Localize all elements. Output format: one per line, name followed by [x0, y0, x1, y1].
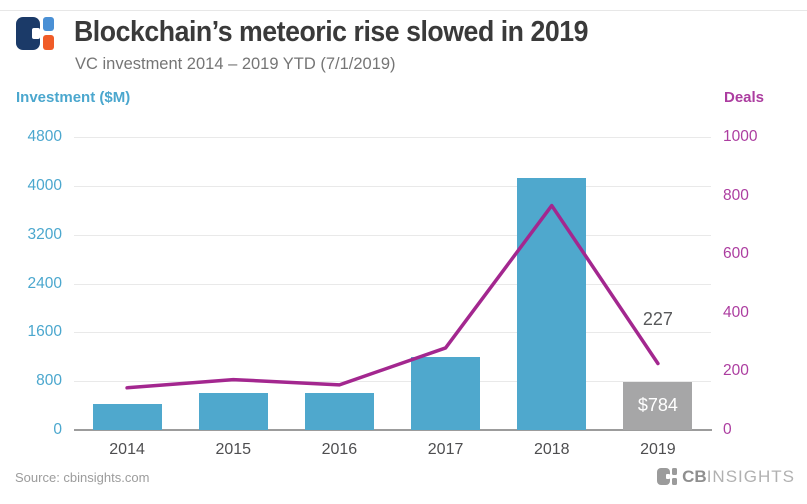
source-credit: Source: cbinsights.com — [15, 470, 150, 485]
right-axis-title: Deals — [724, 89, 765, 106]
wordmark-insights: INSIGHTS — [706, 466, 795, 486]
right-axis-tick-1000: 1000 — [723, 128, 758, 145]
logo-square-bottom-gray — [671, 477, 678, 485]
left-axis-tick-0: 0 — [53, 421, 62, 438]
right-axis-tick-200: 200 — [723, 362, 749, 380]
logo-c-notch-gray — [666, 474, 671, 479]
x-axis-line — [74, 428, 712, 431]
top-divider — [0, 10, 807, 11]
gridline-2400 — [74, 283, 711, 285]
logo-c-notch — [32, 28, 40, 39]
bar-2014 — [92, 404, 162, 430]
bar-2018 — [517, 177, 587, 430]
bar-2016 — [304, 393, 374, 430]
x-axis-label-2017: 2017 — [427, 441, 464, 458]
gridline-4000 — [74, 185, 711, 187]
bar-2017 — [411, 356, 481, 430]
x-axis-label-2015: 2015 — [215, 441, 252, 458]
left-axis-tick-2400: 2400 — [27, 274, 62, 292]
cbinsights-wordmark: CB INSIGHTS — [657, 467, 795, 486]
x-axis-label-2019: 2019 — [640, 441, 676, 458]
gridline-800 — [74, 381, 711, 383]
gridline-4800 — [74, 137, 711, 138]
right-axis-tick-800: 800 — [723, 186, 749, 204]
left-axis-tick-1600: 1600 — [27, 323, 62, 341]
logo-c-shape-gray — [657, 468, 671, 485]
cbinsights-logo-icon — [16, 17, 54, 50]
wordmark-cb: CB — [682, 466, 707, 486]
x-axis-label-2016: 2016 — [321, 441, 358, 458]
logo-square-top-gray — [671, 468, 678, 475]
left-axis-tick-4000: 4000 — [27, 176, 62, 194]
annotation-227: 227 — [642, 309, 673, 330]
bar-2019 — [623, 382, 693, 430]
x-axis-label-2014: 2014 — [109, 441, 145, 458]
left-axis-tick-800: 800 — [36, 372, 62, 390]
annotation-784: $784 — [637, 395, 678, 416]
x-axis-label-2018: 2018 — [533, 441, 570, 458]
left-axis-tick-4800: 4800 — [27, 128, 62, 145]
left-axis-title: Investment ($M) — [16, 89, 131, 106]
gridline-1600 — [74, 332, 711, 334]
chart-subtitle: VC investment 2014 – 2019 YTD (7/1/2019) — [75, 54, 396, 73]
right-axis-tick-600: 600 — [723, 245, 749, 263]
logo-orange-square — [43, 35, 54, 50]
gridline-3200 — [74, 234, 711, 236]
chart-title: Blockchain’s meteoric rise slowed in 201… — [74, 16, 588, 48]
left-axis-tick-3200: 3200 — [27, 225, 62, 243]
cbinsights-logo-icon-small — [657, 468, 678, 485]
right-axis-tick-0: 0 — [723, 421, 732, 438]
right-axis-tick-400: 400 — [723, 303, 749, 321]
logo-blue-square — [43, 17, 54, 31]
bar-2015 — [198, 392, 268, 430]
